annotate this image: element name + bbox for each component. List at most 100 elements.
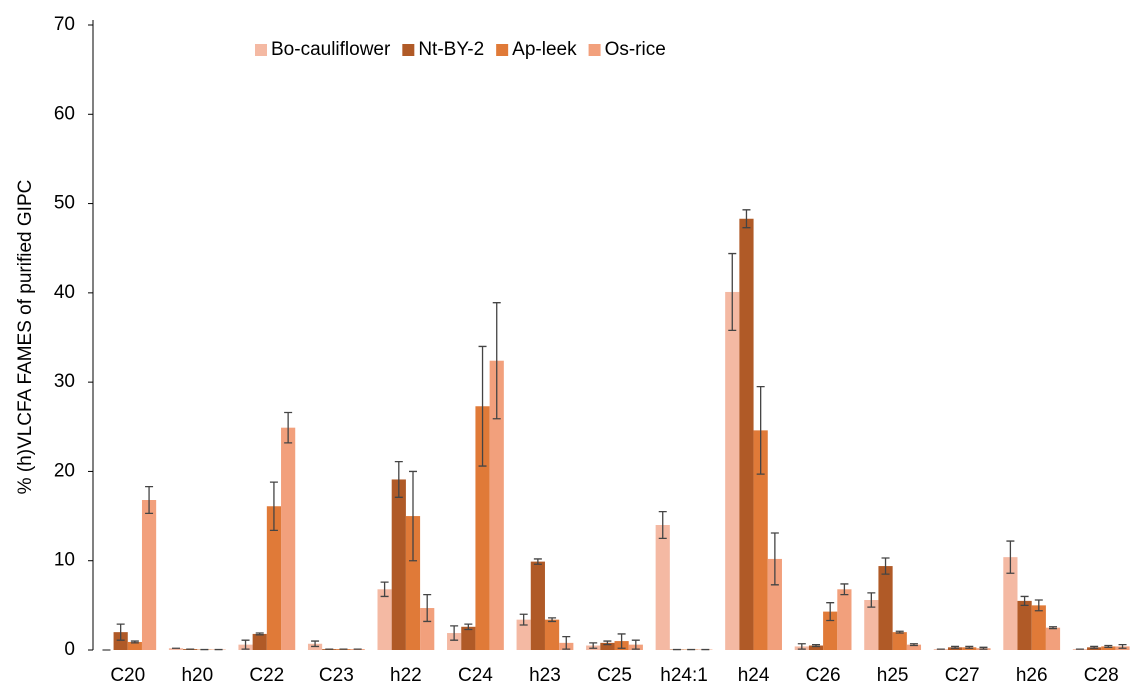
bar <box>377 589 392 650</box>
legend-swatch <box>255 44 267 56</box>
error-bar <box>840 583 849 596</box>
error-bar <box>589 642 598 649</box>
bar <box>655 525 670 650</box>
error-bar <box>797 643 806 650</box>
error-bar <box>116 623 125 641</box>
bar <box>1101 646 1116 650</box>
error-bar <box>548 617 557 623</box>
bar <box>1045 627 1061 650</box>
error-bar <box>812 643 820 648</box>
error-bar <box>1034 599 1043 612</box>
x-tick-label: h24:1 <box>660 665 708 686</box>
bar <box>753 430 768 650</box>
error-bar <box>895 630 904 634</box>
bar <box>516 619 531 650</box>
error-bar <box>603 640 612 646</box>
error-bar <box>311 640 320 648</box>
error-bar <box>909 643 918 647</box>
bar <box>391 479 406 650</box>
error-bar <box>519 613 528 626</box>
error-bar <box>867 592 876 608</box>
error-bar <box>742 209 751 229</box>
error-bar <box>533 558 542 565</box>
bar <box>837 589 852 650</box>
y-tick-label: 20 <box>54 460 75 481</box>
error-bar <box>881 557 890 575</box>
bar <box>113 632 128 650</box>
error-bar <box>1104 644 1113 648</box>
bar <box>447 633 462 650</box>
legend-swatch <box>496 44 509 56</box>
x-tick-label: C23 <box>319 665 354 686</box>
error-bar <box>409 470 417 562</box>
y-tick-label: 70 <box>54 14 75 35</box>
error-bar <box>380 581 389 598</box>
bar <box>1003 557 1018 650</box>
bar <box>127 641 142 650</box>
error-bar <box>464 623 473 631</box>
y-tick-label: 50 <box>54 193 75 214</box>
x-tick-label: C22 <box>249 665 284 686</box>
bar <box>1017 600 1032 650</box>
x-tick-label: h20 <box>181 665 213 686</box>
x-tick-label: h22 <box>390 665 422 686</box>
bar <box>892 632 907 650</box>
error-bar <box>145 485 154 515</box>
legend-label: Os-rice <box>605 39 666 60</box>
error-bar <box>1090 645 1099 649</box>
error-bar <box>450 625 459 641</box>
legend-swatch <box>588 44 601 56</box>
error-bar <box>965 645 974 649</box>
error-bar <box>951 645 960 649</box>
error-bar <box>631 639 640 650</box>
bar <box>168 648 184 650</box>
x-tick-label: h24 <box>738 665 770 686</box>
x-tick-label: h23 <box>529 665 561 686</box>
bar <box>1031 605 1046 650</box>
error-bar <box>1049 626 1057 630</box>
error-bar <box>255 632 264 636</box>
bar <box>808 645 824 650</box>
error-bar <box>617 633 626 649</box>
x-tick-label: C27 <box>945 665 980 686</box>
bar <box>600 642 615 650</box>
error-bar <box>658 510 667 540</box>
y-tick-label: 10 <box>54 550 75 571</box>
legend-swatch <box>402 44 415 56</box>
error-bar <box>756 385 765 475</box>
x-tick-label: h26 <box>1016 665 1048 686</box>
y-tick-label: 60 <box>54 103 75 124</box>
bar <box>878 566 893 650</box>
bar <box>725 291 740 650</box>
error-bar <box>826 602 835 622</box>
bar <box>405 516 421 650</box>
bar <box>266 506 282 650</box>
bar <box>864 600 879 650</box>
legend-label: Ap-leek <box>512 39 577 60</box>
error-bar <box>1020 595 1029 607</box>
y-tick-label: 30 <box>54 371 75 392</box>
error-bar <box>562 635 571 650</box>
error-bar <box>478 345 487 467</box>
bar <box>141 500 157 650</box>
error-bar <box>130 640 139 644</box>
x-tick-label: C28 <box>1084 665 1119 686</box>
x-tick-label: C26 <box>806 665 841 686</box>
bar <box>475 406 490 650</box>
x-tick-label: C24 <box>458 665 493 686</box>
y-tick-label: 0 <box>64 639 75 660</box>
y-axis-label: % (h)VLCFA FAMES of purified GIPC <box>15 180 36 495</box>
bar <box>767 558 782 650</box>
x-tick-label: C25 <box>597 665 632 686</box>
error-bar <box>979 646 988 650</box>
error-bar <box>284 411 293 444</box>
bar <box>530 561 545 650</box>
error-bar <box>241 639 250 650</box>
bar <box>461 626 476 650</box>
error-bar <box>394 460 403 498</box>
legend-label: Bo-cauliflower <box>271 39 391 60</box>
error-bar <box>770 532 779 586</box>
legend-label: Nt-BY-2 <box>418 39 484 60</box>
